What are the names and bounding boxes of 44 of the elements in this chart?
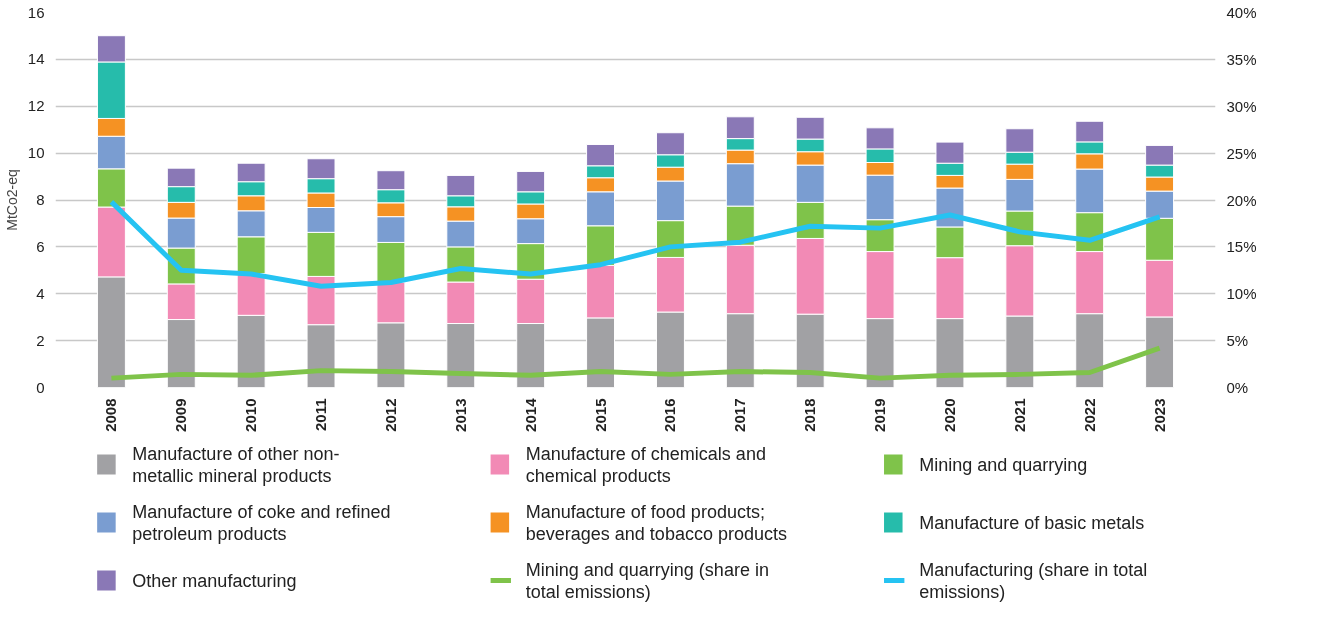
legend-label: Manufacture of food products; beverages and tobacco products bbox=[525, 501, 787, 544]
x-tick-label: 2014 bbox=[521, 397, 539, 432]
legend-label: Other manufacturing bbox=[132, 570, 297, 591]
y2-tick-label: 25% bbox=[1226, 144, 1257, 162]
legend-label: Mining and quarrying bbox=[919, 454, 1088, 475]
y2-tick-label: 40% bbox=[1226, 4, 1257, 21]
y2-tick-label: 30% bbox=[1226, 97, 1257, 115]
x-tick-label: 2023 bbox=[1150, 398, 1168, 432]
x-tick-label: 2019 bbox=[871, 398, 889, 432]
x-tick-label: 2020 bbox=[940, 398, 958, 432]
x-tick-label: 2021 bbox=[1010, 398, 1028, 432]
y-tick-label: 0 bbox=[36, 378, 45, 396]
y-tick-label: 2 bbox=[36, 331, 45, 349]
legend-label: Manufacture of chemicals and chemical products bbox=[525, 443, 766, 486]
x-tick-label: 2009 bbox=[172, 398, 190, 432]
x-tick-label: 2010 bbox=[242, 398, 260, 432]
x-tick-label: 2017 bbox=[731, 398, 749, 432]
y-tick-label: 10 bbox=[27, 144, 45, 162]
y2-tick-label: 20% bbox=[1226, 191, 1257, 209]
y2-tick-label: 10% bbox=[1226, 285, 1257, 303]
x-tick-label: 2008 bbox=[102, 398, 120, 432]
x-tick-label: 2016 bbox=[661, 398, 679, 432]
x-tick-label: 2013 bbox=[451, 398, 469, 432]
legend-label: Manufacturing (share in total emissions) bbox=[919, 559, 1148, 602]
x-tick-label: 2011 bbox=[312, 398, 330, 432]
y-tick-label: 16 bbox=[27, 3, 45, 21]
y2-tick-label: 15% bbox=[1226, 238, 1257, 256]
y-axis-title: MtCo2-eq bbox=[3, 169, 20, 231]
x-tick-label: 2015 bbox=[591, 398, 609, 432]
x-tick-label: 2022 bbox=[1080, 398, 1098, 432]
y-tick-label: 6 bbox=[36, 237, 45, 255]
y2-tick-label: 35% bbox=[1226, 50, 1257, 68]
x-tick-label: 2012 bbox=[381, 398, 399, 432]
y-tick-label: 8 bbox=[36, 191, 45, 208]
y2-tick-label: 0% bbox=[1226, 379, 1249, 396]
legend-label: Manufacture of other non-metallic mineral products bbox=[132, 443, 340, 486]
y-tick-label: 14 bbox=[27, 50, 45, 68]
legend-label: Manufacture of coke and refined petroleum products bbox=[132, 501, 391, 544]
y2-tick-label: 5% bbox=[1226, 332, 1249, 350]
y-tick-label: 4 bbox=[36, 284, 45, 302]
y-tick-label: 12 bbox=[27, 97, 45, 115]
legend-label: Mining and quarrying (share in total emissions) bbox=[525, 559, 769, 602]
x-tick-label: 2018 bbox=[801, 398, 819, 432]
legend-label: Manufacture of basic metals bbox=[919, 512, 1145, 533]
